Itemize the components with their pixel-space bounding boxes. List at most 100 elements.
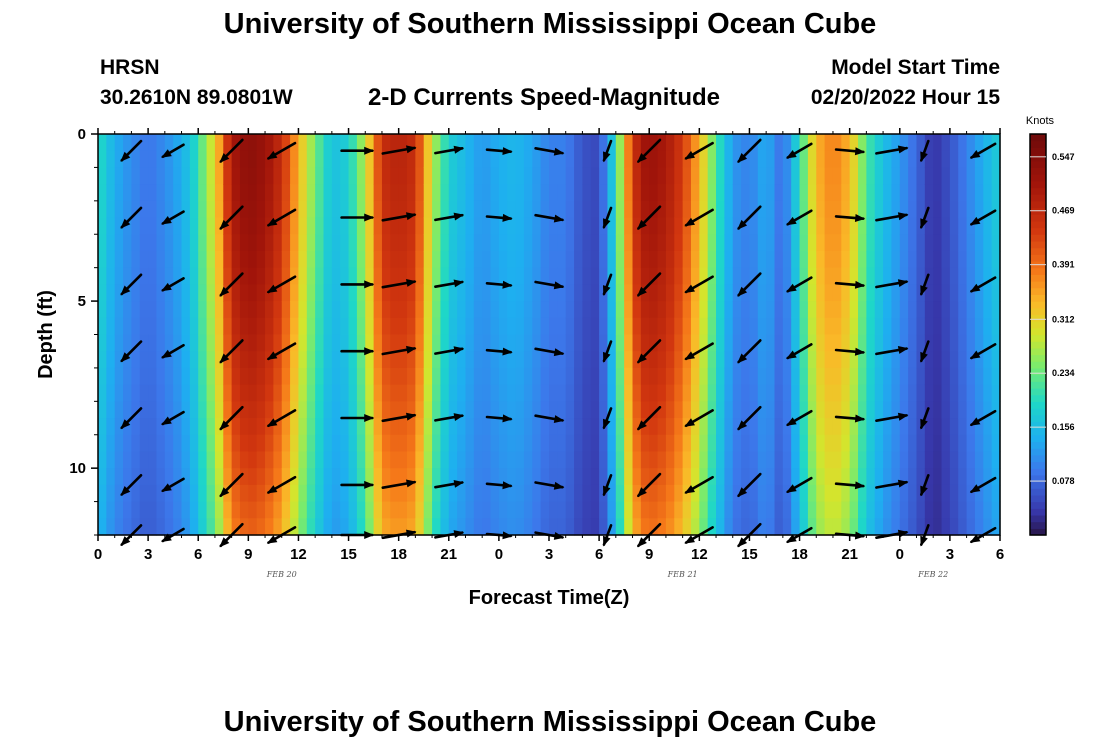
heatmap-cell: [440, 301, 450, 319]
heatmap-cell: [156, 484, 166, 503]
date-label: FEB 20: [266, 570, 297, 579]
vector-head: [969, 534, 981, 543]
heatmap-cell: [248, 217, 258, 235]
heatmap-cell: [766, 317, 776, 336]
heatmap-cell: [640, 468, 650, 486]
heatmap-cell: [933, 334, 943, 352]
heatmap-cell: [131, 217, 141, 235]
heatmap-cell: [590, 150, 600, 169]
colorbar-cell: [1030, 287, 1046, 295]
heatmap-cell: [148, 134, 158, 152]
vector-head: [219, 537, 230, 548]
heatmap-cell: [791, 134, 801, 152]
heatmap-cell: [699, 384, 709, 402]
heatmap-cell: [791, 301, 801, 319]
heatmap-cell: [766, 200, 776, 219]
heatmap-cell: [841, 184, 851, 202]
heatmap-cell: [315, 317, 325, 336]
heatmap-cell: [799, 200, 809, 219]
heatmap-cell: [523, 200, 533, 219]
heatmap-cell: [156, 451, 166, 469]
heatmap-cell: [674, 217, 684, 235]
heatmap-cell: [874, 167, 884, 185]
heatmap-cell: [198, 401, 208, 419]
heatmap-cell: [599, 200, 609, 219]
heatmap-cell: [290, 167, 300, 185]
heatmap-cell: [883, 334, 893, 352]
heatmap-cell: [607, 401, 617, 419]
heatmap-cell: [365, 217, 375, 235]
heatmap-cell: [290, 217, 300, 235]
heatmap-cell: [657, 334, 667, 352]
heatmap-cell: [782, 334, 792, 352]
heatmap-cell: [106, 484, 116, 503]
heatmap-cell: [482, 184, 492, 202]
heatmap-cell: [457, 434, 467, 453]
colorbar-cell: [1030, 361, 1046, 369]
heatmap-cell: [181, 434, 191, 453]
heatmap-cell: [273, 150, 283, 169]
heatmap-cell: [356, 234, 366, 252]
heatmap-cell: [966, 334, 976, 352]
heatmap-cell: [148, 167, 158, 185]
heatmap-cell: [858, 217, 867, 235]
heatmap-cell: [916, 234, 926, 252]
heatmap-cell: [874, 284, 884, 302]
heatmap-cell: [523, 518, 533, 536]
heatmap-cell: [590, 468, 600, 486]
vector-head: [786, 417, 797, 426]
heatmap-cell: [507, 334, 517, 352]
colorbar-cell: [1030, 501, 1046, 509]
heatmap-cell: [432, 217, 442, 235]
heatmap-cell: [373, 184, 383, 202]
heatmap-cell: [248, 301, 258, 319]
heatmap-cell: [239, 484, 249, 503]
heatmap-cell: [348, 134, 358, 152]
heatmap-cell: [858, 134, 867, 152]
heatmap-cell: [457, 217, 467, 235]
current-vector: [684, 342, 714, 361]
heatmap-cell: [565, 418, 575, 436]
heatmap-cell: [390, 468, 400, 486]
heatmap-cell: [465, 451, 475, 469]
current-vector: [381, 145, 417, 155]
heatmap-cell: [123, 267, 133, 285]
heatmap-cell: [281, 451, 291, 469]
heatmap-cell: [273, 484, 283, 503]
heatmap-cell: [924, 334, 934, 352]
colorbar-cell: [1030, 240, 1046, 249]
heatmap-cell: [164, 184, 174, 202]
heatmap-cell: [565, 301, 575, 319]
heatmap-cell: [256, 518, 266, 536]
heatmap-cell: [423, 484, 433, 503]
heatmap-cell: [574, 501, 584, 519]
heatmap-cell: [356, 518, 366, 536]
vector-head: [603, 218, 611, 229]
heatmap-cell: [390, 384, 400, 402]
colorbar-cell: [1030, 314, 1046, 322]
heatmap-cell: [899, 134, 909, 152]
heatmap-cell: [841, 401, 851, 419]
heatmap-cell: [198, 267, 208, 285]
heatmap-cell: [682, 284, 692, 302]
heatmap-cell: [741, 418, 751, 436]
vector-head: [219, 286, 230, 297]
current-vector: [737, 205, 762, 230]
heatmap-cell: [590, 301, 600, 319]
heatmap-cell: [440, 184, 450, 202]
heatmap-cell: [858, 434, 867, 453]
heatmap-cell: [549, 267, 558, 285]
heatmap-cell: [532, 267, 542, 285]
heatmap-cell: [624, 200, 634, 219]
heatmap-cell: [983, 250, 993, 269]
heatmap-cell: [674, 250, 684, 269]
heatmap-cell: [540, 451, 550, 469]
heatmap-cell: [841, 250, 851, 269]
heatmap-cell: [657, 234, 667, 252]
heatmap-cell: [331, 150, 341, 169]
heatmap-cell: [198, 184, 208, 202]
current-vector: [434, 413, 465, 422]
heatmap-cell: [557, 418, 567, 436]
heatmap-cell: [490, 250, 500, 269]
vector-head: [969, 283, 981, 293]
